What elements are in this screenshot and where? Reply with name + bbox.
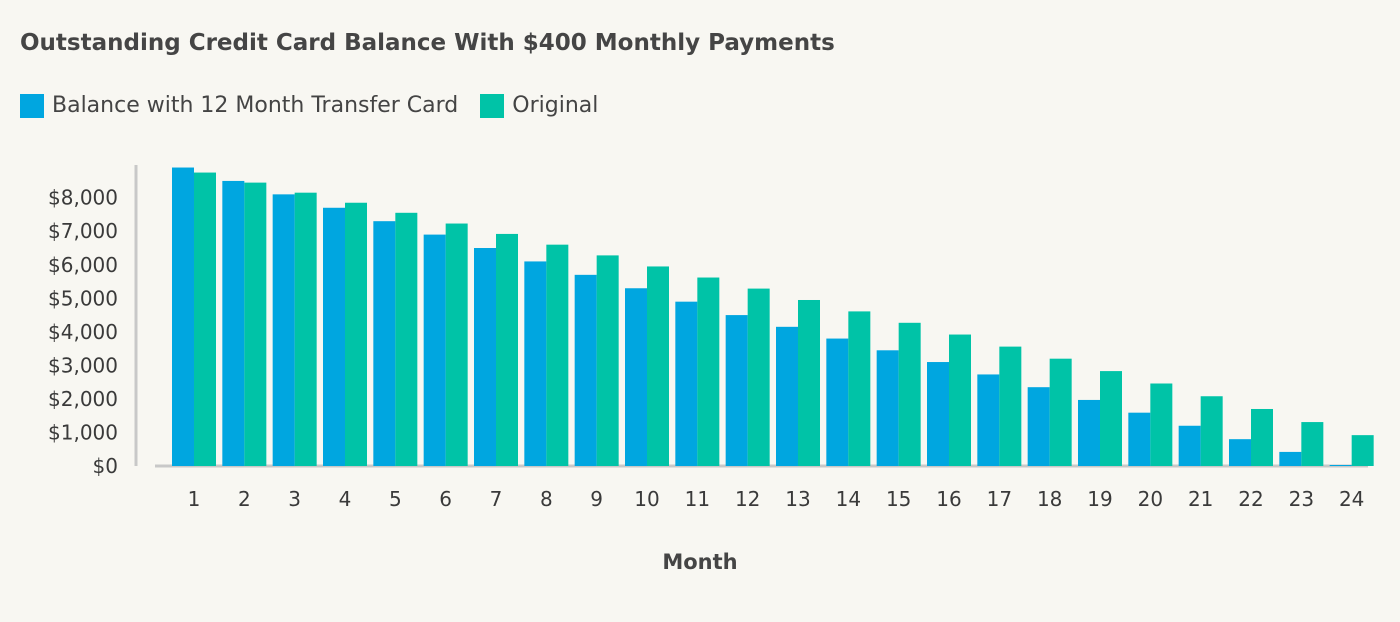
y-tick-label: $4,000 [48, 320, 118, 344]
x-tick-label: 3 [288, 487, 301, 511]
y-tick-label: $2,000 [48, 387, 118, 411]
bar-transfer [776, 326, 798, 466]
x-tick-label: 24 [1339, 487, 1364, 511]
x-tick-label: 7 [490, 487, 503, 511]
bar-original [949, 334, 971, 466]
bar-original [546, 244, 569, 466]
bar-transfer [1128, 412, 1151, 466]
bar-transfer [1279, 451, 1302, 466]
x-tick-label: 2 [238, 487, 251, 511]
bar-transfer [977, 374, 1000, 466]
bar-original [999, 346, 1022, 466]
bar-transfer [272, 194, 295, 467]
bar-original [1100, 371, 1122, 466]
x-tick-label: 16 [936, 487, 961, 511]
bar-transfer [927, 362, 949, 466]
bar-original [395, 212, 418, 466]
bar-original [345, 202, 367, 467]
bar-transfer [1178, 425, 1201, 466]
y-tick-label: $1,000 [48, 420, 118, 444]
x-tick-label: 1 [188, 487, 201, 511]
x-tick-label: 9 [590, 487, 603, 511]
bar-transfer [725, 315, 748, 466]
legend-item-original[interactable]: Original [480, 93, 598, 118]
x-tick-label: 23 [1289, 487, 1314, 511]
legend-label-transfer: Balance with 12 Month Transfer Card [52, 93, 459, 118]
x-tick-label: 4 [339, 487, 352, 511]
bar-transfer [1229, 439, 1251, 466]
y-tick-label: $7,000 [48, 219, 118, 243]
x-tick-label: 8 [540, 487, 553, 511]
bar-transfer [574, 274, 597, 466]
x-tick-label: 20 [1138, 487, 1163, 511]
x-axis-title: Month [662, 550, 737, 574]
bar-original [697, 277, 720, 466]
bar-original [244, 182, 267, 467]
x-tick-label: 18 [1037, 487, 1062, 511]
bar-original [596, 255, 619, 466]
x-tick-label: 10 [634, 487, 659, 511]
chart-legend: Balance with 12 Month Transfer Card Orig… [20, 93, 620, 118]
x-tick-label: 12 [735, 487, 760, 511]
y-tick-label: $5,000 [48, 286, 118, 310]
bar-original [1200, 396, 1223, 466]
legend-swatch-original [480, 93, 505, 118]
y-tick-label: $3,000 [48, 353, 118, 377]
legend-label-original: Original [512, 93, 599, 118]
bar-original [747, 288, 770, 466]
bar-original [1351, 435, 1374, 466]
bar-original [647, 266, 669, 466]
bar-transfer [675, 301, 698, 466]
bar-transfer [373, 221, 396, 466]
x-tick-label: 17 [987, 487, 1012, 511]
x-tick-label: 19 [1087, 487, 1112, 511]
x-tick-label: 11 [685, 487, 710, 511]
bar-transfer [625, 288, 647, 466]
x-tick-label: 14 [836, 487, 861, 511]
bar-transfer [1027, 387, 1050, 466]
y-tick-label: $6,000 [48, 253, 118, 277]
bar-transfer [826, 338, 849, 466]
bar-transfer [323, 207, 345, 466]
bar-original [194, 172, 216, 466]
x-tick-label: 21 [1188, 487, 1213, 511]
bar-original [294, 192, 317, 467]
bar-original [496, 233, 518, 466]
bar-original [898, 322, 921, 466]
bar-original [1049, 358, 1072, 466]
bar-original [848, 311, 871, 466]
bar-transfer [423, 234, 446, 466]
x-tick-label: 5 [389, 487, 402, 511]
bar-original [798, 299, 820, 466]
bar-transfer [172, 167, 194, 466]
x-tick-label: 15 [886, 487, 911, 511]
bar-original [1150, 383, 1173, 466]
y-tick-label: $0 [93, 454, 118, 478]
bar-transfer [524, 261, 547, 466]
bar-transfer [1078, 399, 1100, 466]
bar-original [445, 223, 468, 466]
bar-transfer [1329, 464, 1352, 466]
x-tick-label: 13 [785, 487, 810, 511]
bar-transfer [876, 350, 899, 466]
y-tick-label: $8,000 [48, 186, 118, 210]
bar-transfer [222, 180, 245, 466]
chart-title: Outstanding Credit Card Balance With $40… [20, 30, 835, 56]
legend-item-transfer[interactable]: Balance with 12 Month Transfer Card [20, 93, 458, 118]
x-tick-label: 6 [439, 487, 452, 511]
bar-original [1301, 422, 1324, 466]
bar-transfer [474, 248, 496, 466]
legend-swatch-transfer [20, 93, 44, 118]
bar-original [1251, 408, 1273, 466]
x-tick-label: 22 [1238, 487, 1263, 511]
